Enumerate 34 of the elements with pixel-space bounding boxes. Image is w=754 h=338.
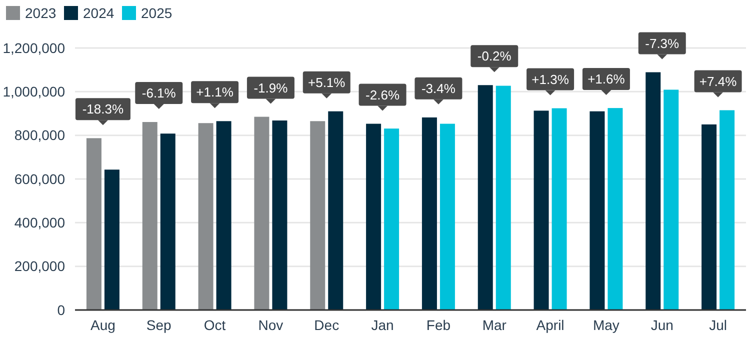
annotation: +1.3%: [532, 72, 570, 87]
x-tick-label: Nov: [258, 317, 284, 333]
annotation: -0.2%: [477, 48, 512, 64]
x-tick-label: May: [592, 317, 620, 333]
y-tick-label: 1,000,000: [2, 84, 66, 100]
y-tick-label: 1,200,000: [2, 40, 66, 56]
x-tick-label: Dec: [314, 317, 340, 333]
y-tick-label: 200,000: [14, 258, 66, 274]
annotation: -3.4%: [421, 80, 456, 96]
x-tick-label: Oct: [204, 317, 226, 333]
annotation: +7.4%: [699, 74, 738, 89]
annotation: -6.1%: [142, 86, 176, 101]
x-tick-label: Jul: [709, 317, 727, 333]
x-tick-label: Aug: [90, 317, 116, 333]
legend-label: 2024: [83, 5, 114, 21]
y-tick-label: 0: [57, 302, 66, 318]
x-tick-label: Jan: [371, 317, 394, 333]
y-tick-label: 400,000: [14, 214, 66, 231]
annotation: +1.1%: [196, 84, 234, 100]
legend-label: 2023: [25, 5, 56, 21]
annotation: -1.9%: [254, 80, 288, 96]
annotation: -7.3%: [645, 36, 680, 51]
legend-label: 2025: [141, 5, 172, 21]
annotation: +5.1%: [308, 74, 346, 90]
y-tick-label: 800,000: [14, 127, 66, 144]
y-tick-label: 600,000: [14, 170, 66, 187]
annotation: -2.6%: [366, 87, 400, 102]
x-tick-label: Sep: [146, 317, 172, 333]
annotation: +1.6%: [588, 72, 626, 87]
annotation: -18.3%: [82, 102, 124, 117]
x-tick-label: April: [536, 317, 564, 333]
x-tick-label: Mar: [482, 317, 507, 333]
x-tick-label: Jun: [650, 317, 674, 333]
x-tick-label: Feb: [426, 317, 451, 333]
